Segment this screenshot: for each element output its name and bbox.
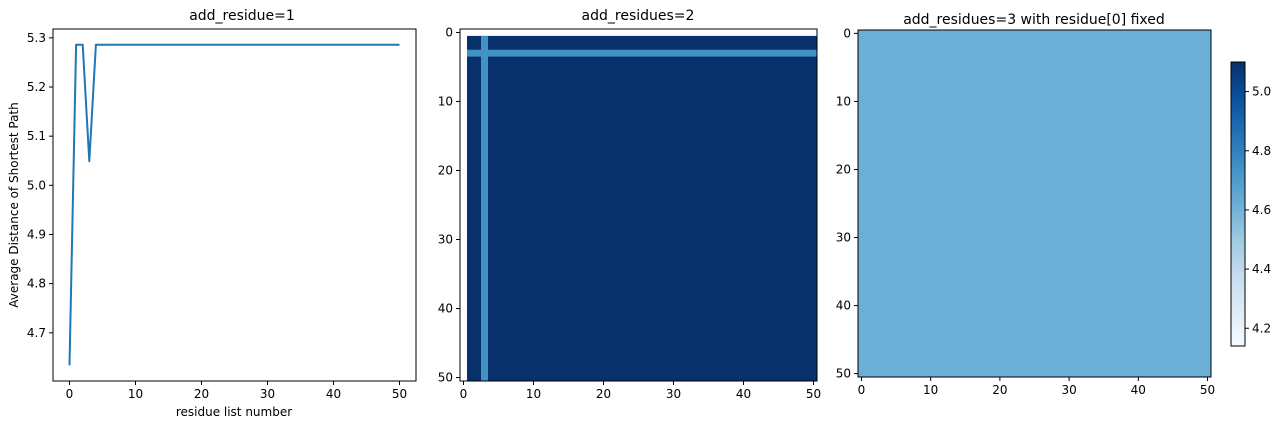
chart1-x-tick-label: 50 bbox=[392, 387, 407, 401]
heatmap2-cells bbox=[467, 35, 817, 381]
heatmap2-highlight-row bbox=[467, 49, 817, 57]
chart1-x-tick-label: 30 bbox=[260, 387, 275, 401]
chart3-x-tick-label: 20 bbox=[992, 383, 1007, 397]
chart2-y-tick-label: 0 bbox=[445, 25, 453, 39]
chart3-y-tick-label: 0 bbox=[843, 26, 851, 40]
chart3-x-tick-label: 50 bbox=[1200, 383, 1215, 397]
heatmap-panel-3: add_residues=3 with residue[0] fixed 0 10… bbox=[836, 12, 1271, 397]
chart1-y-tick-label: 4.7 bbox=[27, 326, 46, 340]
chart3-y-tick-label: 20 bbox=[836, 162, 851, 176]
heatmap-panel-2: add_residues=2 0 10 20 30 40 50 0 10 20 30 40 50 bbox=[438, 8, 821, 401]
chart1-xlabel: residue list number bbox=[176, 405, 292, 419]
chart2-y-tick-label: 30 bbox=[438, 233, 453, 247]
chart1-y-tick-label: 5.1 bbox=[27, 129, 46, 143]
chart1-y-tick-label: 5.0 bbox=[27, 178, 46, 192]
colorbar-tick-label: 4.2 bbox=[1252, 321, 1271, 335]
chart2-x-tick-label: 30 bbox=[666, 387, 681, 401]
chart1-x-tick-label: 0 bbox=[66, 387, 74, 401]
chart2-x-tick-label: 50 bbox=[806, 387, 821, 401]
chart2-x-tick-label: 10 bbox=[526, 387, 541, 401]
chart3-y-tick-label: 40 bbox=[836, 299, 851, 313]
chart2-x-tick-label: 20 bbox=[596, 387, 611, 401]
chart3-y-tick-label: 30 bbox=[836, 231, 851, 245]
heatmap3-cells bbox=[858, 30, 1211, 377]
chart2-x-tick-label: 40 bbox=[736, 387, 751, 401]
chart2-title: add_residues=2 bbox=[582, 8, 695, 24]
chart1-y-tick-label: 4.8 bbox=[27, 277, 46, 291]
chart1-x-tick-label: 40 bbox=[326, 387, 341, 401]
colorbar-tick-label: 4.6 bbox=[1252, 203, 1271, 217]
chart3-x-tick-label: 30 bbox=[1061, 383, 1076, 397]
chart3-x-tick-label: 0 bbox=[858, 383, 866, 397]
chart3-x-tick-label: 10 bbox=[923, 383, 938, 397]
heatmap2-highlight-col bbox=[481, 35, 488, 381]
chart1-title: add_residue=1 bbox=[189, 8, 295, 24]
chart1-x-tick-label: 20 bbox=[194, 387, 209, 401]
chart3-y-tick-label: 50 bbox=[836, 367, 851, 381]
line-chart-panel: add_residue=1 Average Distance of Shorte… bbox=[7, 8, 417, 419]
colorbar-tick-label: 4.4 bbox=[1252, 262, 1271, 276]
chart2-y-tick-label: 50 bbox=[438, 371, 453, 385]
chart1-x-tick-label: 10 bbox=[128, 387, 143, 401]
colorbar-tick-label: 4.8 bbox=[1252, 144, 1271, 158]
chart1-ylabel: Average Distance of Shortest Path bbox=[7, 102, 21, 307]
chart1-y-tick-label: 5.3 bbox=[27, 31, 46, 45]
chart2-y-tick-label: 20 bbox=[438, 163, 453, 177]
chart1-y-tick-label: 5.2 bbox=[27, 80, 46, 94]
colorbar bbox=[1230, 61, 1246, 347]
chart2-plot-frame bbox=[459, 28, 818, 382]
chart3-x-tick-label: 40 bbox=[1131, 383, 1146, 397]
chart3-y-tick-label: 10 bbox=[836, 94, 851, 108]
chart3-title: add_residues=3 with residue[0] fixed bbox=[903, 12, 1165, 28]
chart1-plot-frame bbox=[52, 28, 417, 382]
chart3-plot-frame bbox=[857, 29, 1212, 378]
chart2-x-tick-label: 0 bbox=[460, 387, 468, 401]
colorbar-tick-label: 5.0 bbox=[1252, 85, 1271, 99]
chart2-y-tick-label: 40 bbox=[438, 302, 453, 316]
chart2-y-tick-label: 10 bbox=[438, 94, 453, 108]
chart1-y-tick-label: 4.9 bbox=[27, 227, 46, 241]
chart1-series-line bbox=[68, 43, 400, 366]
